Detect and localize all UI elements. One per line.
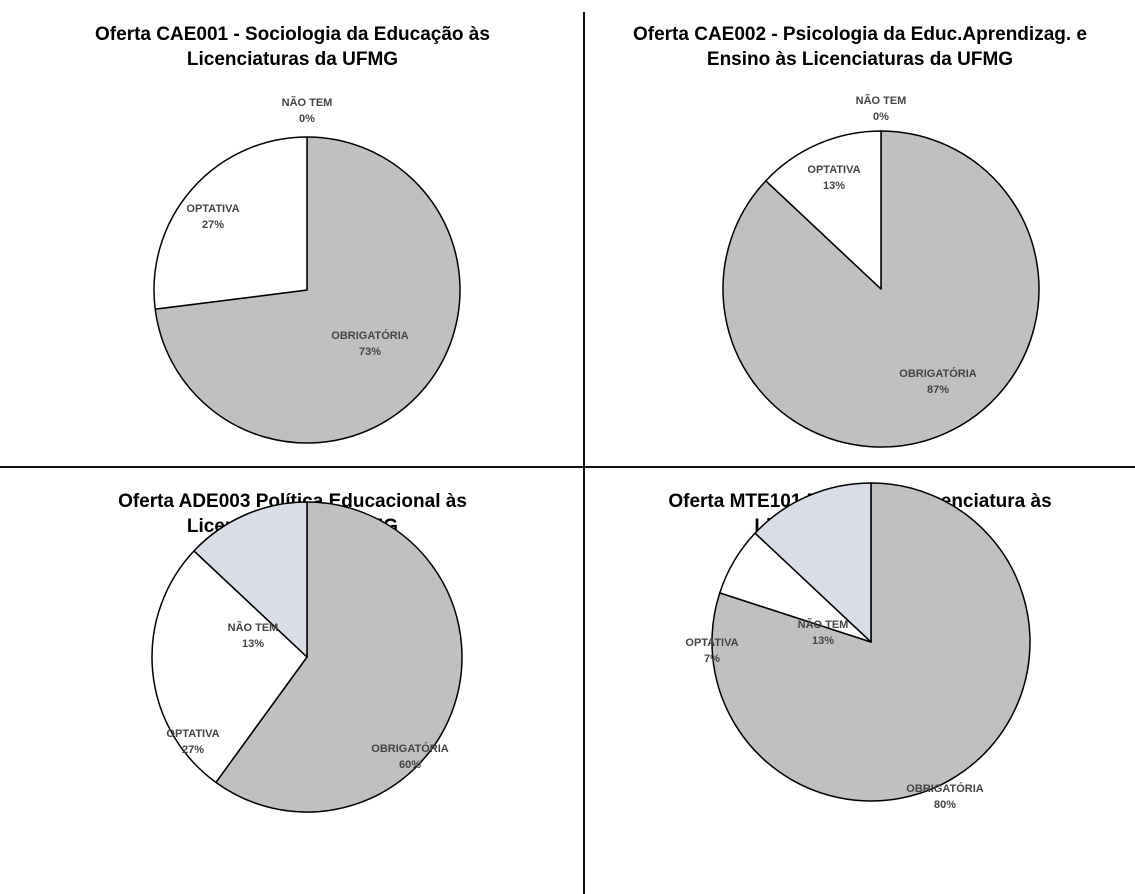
slice-value-label: 13% (823, 180, 845, 192)
slice-category-label: OPTATIVA (807, 164, 860, 176)
slice-category-label: NÃO TEM (798, 618, 849, 631)
slice-category-label: NÃO TEM (282, 96, 333, 109)
pie-slice-optativa (151, 550, 308, 784)
slice-category-label: NÃO TEM (856, 94, 907, 107)
pie-chart-ade003: OBRIGATÓRIA 60% OPTATIVA 27% NÃO TEM 13% (151, 501, 463, 813)
chart-panel-ade003: Oferta ADE003 Política Educacional às Li… (0, 469, 585, 894)
slice-value-label: 73% (359, 346, 381, 358)
pie-chart-mte101: OBRIGATÓRIA 80% OPTATIVA 7% NÃO TEM 13% (685, 482, 1031, 811)
pie-chart-cae001: OBRIGATÓRIA 73% NÃO TEM 0% OPTATIVA 27% (153, 96, 461, 444)
chart-title: Oferta CAE001 - Sociologia da Educação à… (95, 24, 490, 70)
slice-category-label: OPTATIVA (685, 637, 738, 649)
slice-value-label: 60% (399, 759, 421, 771)
slice-value-label: 13% (242, 638, 264, 650)
slice-category-label: NÃO TEM (228, 621, 279, 634)
slice-value-label: 7% (704, 653, 720, 665)
slice-value-label: 27% (182, 744, 204, 756)
chart-panel-cae001: Oferta CAE001 - Sociologia da Educação à… (0, 0, 585, 467)
chart-title: Oferta CAE002 - Psicologia da Educ.Apren… (632, 24, 1087, 70)
pie-slice-optativa (153, 136, 308, 310)
slice-category-label: OBRIGATÓRIA (371, 742, 448, 755)
slice-value-label: 80% (934, 799, 956, 811)
slice-value-label: 0% (873, 111, 889, 123)
pie-slice-obrigat-ria (215, 501, 463, 813)
pie-slice-n-o-tem (754, 482, 872, 643)
chart-panel-mte101: Oferta MTE101 Didática de Licenciatura à… (585, 469, 1135, 894)
slice-value-label: 27% (202, 219, 224, 231)
horizontal-divider (0, 466, 1135, 468)
slice-value-label: 0% (299, 113, 315, 125)
slice-value-label: 13% (812, 635, 834, 647)
vertical-divider (583, 12, 585, 894)
slice-category-label: OBRIGATÓRIA (906, 782, 983, 795)
slice-category-label: OPTATIVA (166, 728, 219, 740)
pie-slice-n-o-tem (193, 501, 308, 658)
chart-panel-cae002: Oferta CAE002 - Psicologia da Educ.Apren… (585, 0, 1135, 467)
slice-category-label: OBRIGATÓRIA (899, 367, 976, 380)
slice-category-label: OPTATIVA (186, 203, 239, 215)
slice-category-label: OBRIGATÓRIA (331, 329, 408, 342)
pie-chart-cae002: OBRIGATÓRIA 87% NÃO TEM 0% OPTATIVA 13% (722, 94, 1040, 448)
pie-slice-optativa (765, 130, 882, 290)
slice-value-label: 87% (927, 384, 949, 396)
